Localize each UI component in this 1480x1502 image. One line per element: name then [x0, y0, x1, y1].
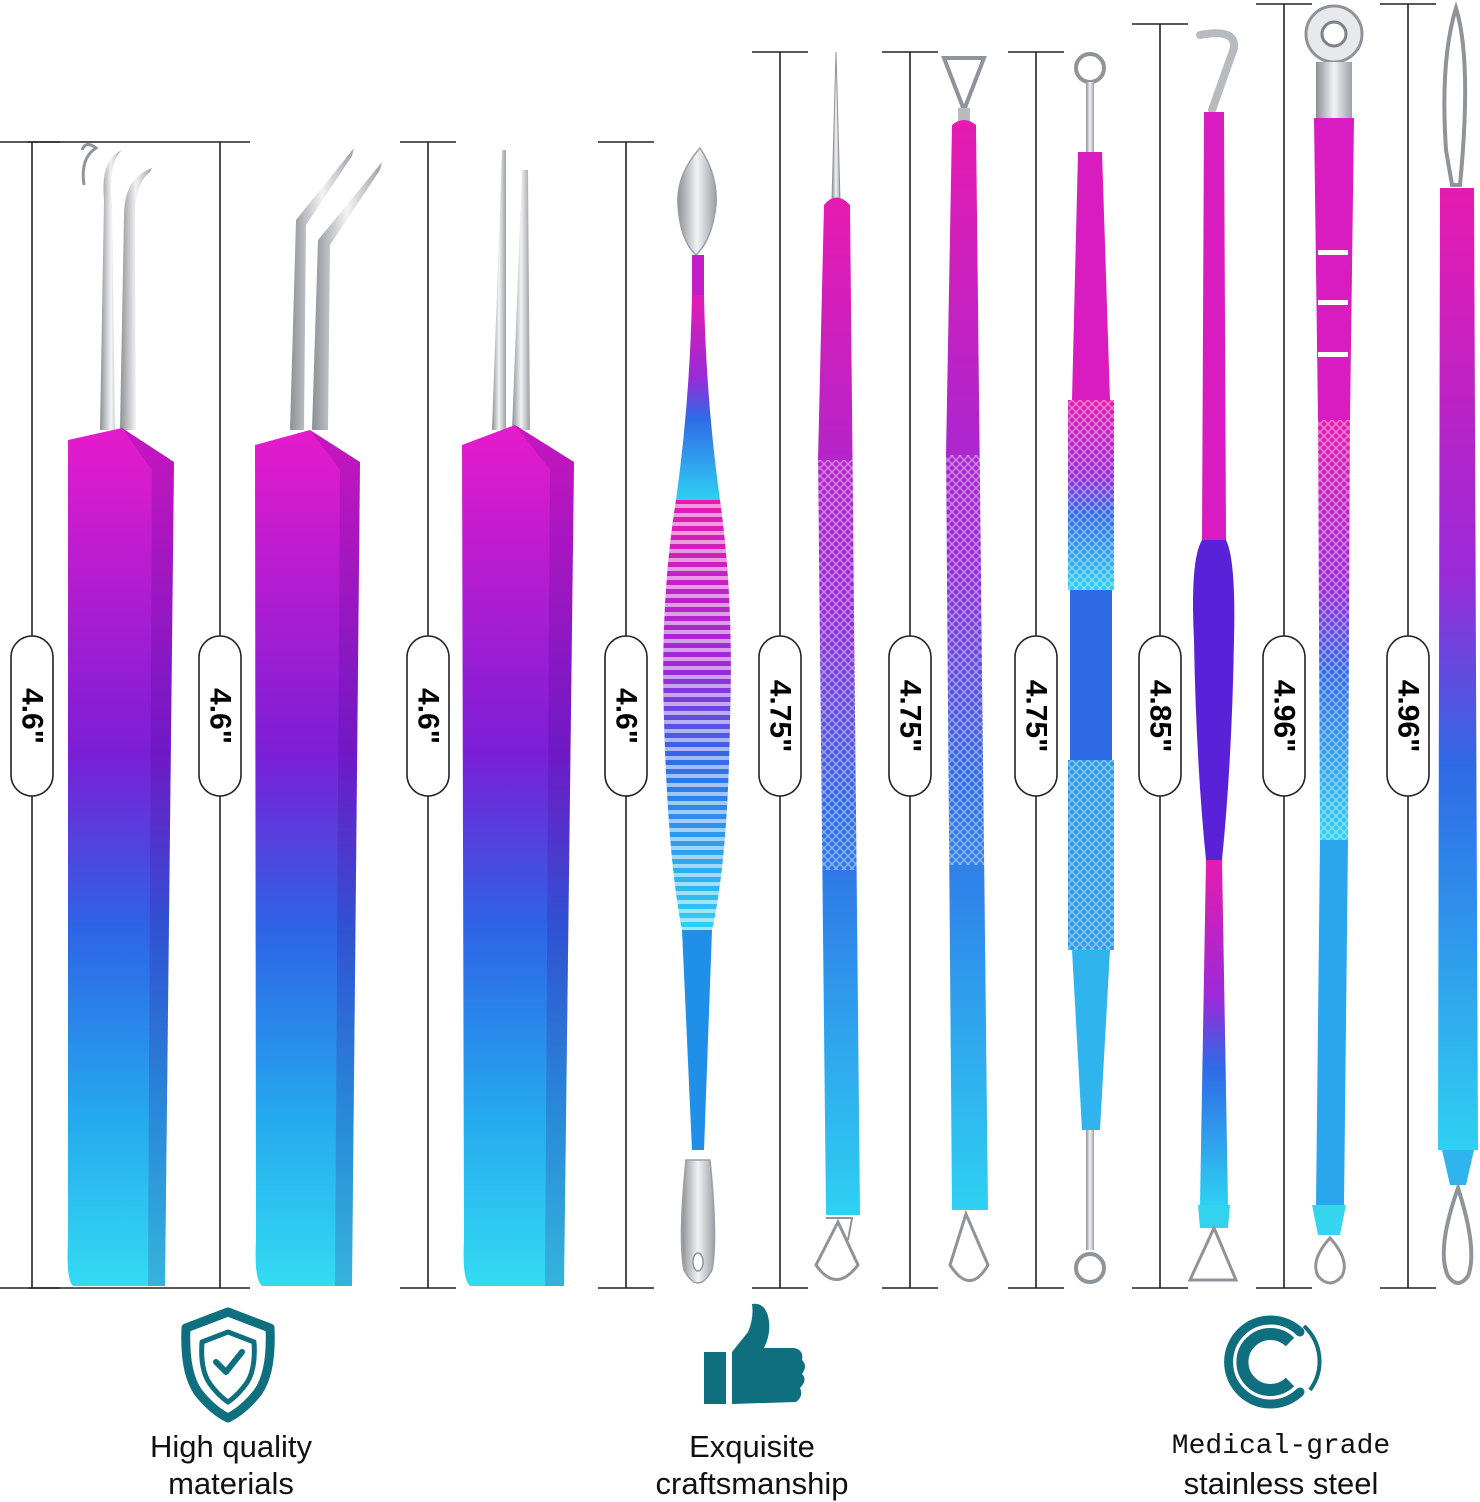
feature-craftsmanship: Exquisite craftsmanship [622, 1428, 882, 1502]
length-pill [1138, 635, 1182, 797]
length-label: 4.75" [764, 680, 797, 753]
measurement-guides: 4.6" 4.6" 4.6" 4.6" 4.75" 4.75" 4.75" 4.85" 4.96… [0, 3, 1436, 1289]
length-label: 4.6" [412, 688, 445, 744]
tool-double-ring-tool [1068, 52, 1114, 1284]
tool-triangle-loop-tool [941, 56, 990, 1282]
tool-hook-loop-tool [1187, 29, 1239, 1282]
tool-needle-loop-tool [814, 51, 860, 1281]
feature-craftsmanship-text: Exquisite craftsmanship [655, 1429, 849, 1501]
length-label: 4.75" [894, 680, 927, 753]
length-pill [888, 635, 932, 797]
measure-guide-double-loop-tool: 4.96" [1380, 3, 1436, 1289]
feature-high-quality: High quality materials [118, 1428, 344, 1502]
circle-c-icon [1224, 1315, 1322, 1409]
measure-guide-angled-tweezers: 4.6" [28, 141, 250, 1289]
length-pill [1262, 635, 1306, 797]
measure-guide-straight-tweezers: 4.6" [400, 141, 456, 1289]
length-pill [406, 635, 450, 797]
length-pill [1014, 635, 1058, 797]
tool-spatula-loop-tool [663, 146, 731, 1284]
length-pill [758, 635, 802, 797]
feature-medical-grade: Medical-grade stainless steel [1150, 1428, 1412, 1502]
tool-curved-tweezers [67, 143, 174, 1286]
measure-guide-round-scoop-tool: 4.96" [1256, 3, 1312, 1289]
feature-medical-grade-line1: Medical-grade [1171, 1431, 1391, 1462]
length-pill [1386, 635, 1430, 797]
length-pill [198, 635, 242, 797]
measure-guide-triangle-loop-tool: 4.75" [882, 51, 938, 1289]
length-label: 4.6" [610, 688, 643, 744]
tool-angled-tweezers [255, 148, 382, 1286]
measure-guide-needle-loop-tool: 4.75" [752, 51, 808, 1289]
length-pill [10, 635, 54, 797]
length-label: 4.6" [204, 688, 237, 744]
length-pill [604, 635, 648, 797]
feature-medical-grade-line2: stainless steel [1183, 1466, 1379, 1501]
shield-check-icon [181, 1307, 275, 1423]
length-label: 4.96" [1392, 680, 1425, 753]
length-label: 4.75" [1020, 680, 1053, 753]
feature-high-quality-text: High quality materials [150, 1429, 312, 1501]
measure-guide-spatula-loop-tool: 4.6" [598, 141, 654, 1289]
measure-guide-curved-tweezers: 4.6" [0, 141, 60, 1289]
length-label: 4.85" [1144, 680, 1177, 753]
tool-round-scoop-tool [1304, 4, 1364, 1285]
length-label: 4.6" [16, 688, 49, 744]
thumbs-up-icon [704, 1303, 805, 1404]
tool-double-loop-tool [1438, 1, 1478, 1285]
measure-guide-hook-loop-tool: 4.85" [1132, 23, 1188, 1289]
length-label: 4.96" [1268, 680, 1301, 753]
measure-guide-double-ring-tool: 4.75" [1008, 51, 1064, 1289]
tool-straight-tweezers [462, 150, 574, 1286]
